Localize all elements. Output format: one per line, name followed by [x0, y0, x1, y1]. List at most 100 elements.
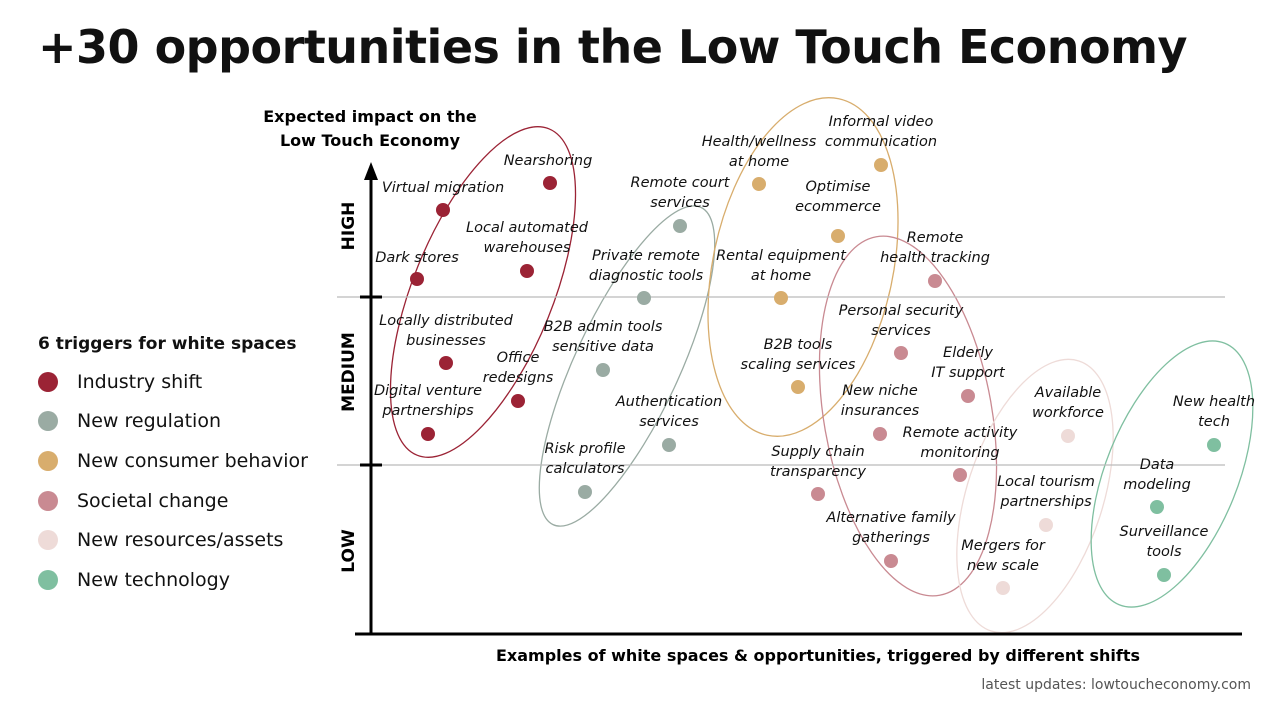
- data-point-mergers-for-new-scale: Mergers for new scale: [961, 538, 1046, 595]
- point-label: Optimise ecommerce: [795, 179, 881, 215]
- data-point-health-wellness-at-home: Health/wellness at home: [702, 134, 817, 191]
- point-marker: [961, 389, 975, 403]
- point-label: Personal security services: [839, 303, 964, 339]
- point-label: Rental equipment at home: [716, 248, 847, 284]
- point-marker: [662, 438, 676, 452]
- point-marker: [894, 346, 908, 360]
- point-marker: [831, 229, 845, 243]
- data-point-b2b-admin-tools-sensitive-data: B2B admin tools sensitive data: [544, 319, 663, 377]
- data-point-surveillance-tools: Surveillance tools: [1120, 524, 1209, 582]
- data-point-b2b-tools-scaling-services: B2B tools scaling services: [741, 337, 856, 394]
- cluster-outline-new-resources-assets: [956, 358, 1114, 634]
- point-marker: [511, 394, 525, 408]
- point-marker: [953, 468, 967, 482]
- data-point-new-niche-insurances: New niche insurances: [841, 383, 920, 441]
- point-label: Dark stores: [375, 250, 459, 266]
- page-title: +30 opportunities in the Low Touch Econo…: [38, 20, 1188, 74]
- point-label: Informal video communication: [825, 114, 937, 150]
- legend-item-societal-change: Societal change: [38, 481, 308, 521]
- point-label: Locally distributed businesses: [379, 313, 514, 349]
- point-marker: [578, 485, 592, 499]
- legend-label: Societal change: [77, 489, 229, 512]
- band-label-low: LOW: [339, 529, 359, 573]
- trigger-clusters: [389, 97, 1254, 634]
- data-point-available-workforce: Available workforce: [1032, 385, 1104, 443]
- point-marker: [673, 219, 687, 233]
- data-point-elderly-it-support: Elderly IT support: [931, 345, 1006, 403]
- point-marker: [1157, 568, 1171, 582]
- legend-label: New consumer behavior: [77, 449, 308, 472]
- point-marker: [873, 427, 887, 441]
- data-point-local-automated-warehouses: Local automated warehouses: [466, 220, 589, 278]
- legend-label: New resources/assets: [77, 529, 284, 552]
- point-label: Elderly IT support: [931, 345, 1006, 381]
- data-point-optimise-ecommerce: Optimise ecommerce: [795, 179, 881, 243]
- data-point-new-health-tech: New health tech: [1173, 394, 1255, 452]
- point-label: Digital venture partnerships: [374, 383, 482, 419]
- point-marker: [884, 554, 898, 568]
- cluster-outline-new-technology: [1090, 340, 1254, 608]
- point-marker: [1039, 518, 1053, 532]
- point-label: Private remote diagnostic tools: [589, 248, 704, 284]
- point-label: Nearshoring: [504, 153, 593, 169]
- point-label: Available workforce: [1032, 385, 1104, 421]
- data-point-supply-chain-transparency: Supply chain transparency: [770, 444, 866, 501]
- point-label: Risk profile calculators: [544, 441, 625, 477]
- data-point-remote-health-tracking: Remote health tracking: [880, 230, 990, 288]
- data-point-remote-court-services: Remote court services: [631, 175, 731, 233]
- point-marker: [996, 581, 1010, 595]
- data-point-nearshoring: Nearshoring: [504, 153, 593, 190]
- point-marker: [774, 291, 788, 305]
- data-point-risk-profile-calculators: Risk profile calculators: [544, 441, 626, 499]
- point-label: Remote court services: [631, 175, 731, 211]
- point-marker: [421, 427, 435, 441]
- point-marker: [874, 158, 888, 172]
- x-axis-label: Examples of white spaces & opportunities…: [496, 646, 1140, 665]
- point-label: Virtual migration: [382, 180, 504, 196]
- point-label: New niche insurances: [841, 383, 920, 419]
- band-label-medium: MEDIUM: [339, 332, 359, 412]
- point-label: Office redesigns: [483, 350, 554, 386]
- data-point-data-modeling: Data modeling: [1123, 457, 1191, 514]
- point-marker: [410, 272, 424, 286]
- point-marker: [752, 177, 766, 191]
- point-label: B2B tools scaling services: [741, 337, 856, 373]
- point-marker: [637, 291, 651, 305]
- legend-label: New regulation: [77, 410, 221, 433]
- legend-title: 6 triggers for white spaces: [38, 334, 297, 354]
- cluster-outline-societal-change: [818, 235, 998, 597]
- legend-label: Industry shift: [77, 370, 203, 393]
- data-point-office-redesigns: Office redesigns: [483, 350, 554, 408]
- point-marker: [596, 363, 610, 377]
- legend-item-new-resources-assets: New resources/assets: [38, 520, 308, 560]
- cluster-outline-new-consumer-behavior: [707, 97, 899, 437]
- point-label: Supply chain transparency: [770, 444, 866, 480]
- point-label: Alternative family gatherings: [825, 510, 956, 546]
- cluster-outline-industry-shift: [389, 126, 577, 458]
- point-label: Data modeling: [1123, 457, 1191, 493]
- y-axis-label-line2: Low Touch Economy: [280, 131, 461, 150]
- point-marker: [791, 380, 805, 394]
- point-label: Remote activity monitoring: [903, 425, 1018, 461]
- point-marker: [1150, 500, 1164, 514]
- legend-swatch: [38, 371, 58, 392]
- legend-swatch: [38, 530, 58, 551]
- legend-swatch: [38, 569, 58, 590]
- point-marker: [520, 264, 534, 278]
- legend: 6 triggers for white spaces Industry shi…: [38, 334, 308, 600]
- point-label: Mergers for new scale: [961, 538, 1046, 574]
- point-marker: [543, 176, 557, 190]
- data-point-authentication-services: Authentication services: [615, 394, 722, 452]
- data-point-private-remote-diagnostic-tools: Private remote diagnostic tools: [589, 248, 704, 305]
- data-point-informal-video-communication: Informal video communication: [825, 114, 937, 172]
- legend-item-industry-shift: Industry shift: [38, 362, 308, 402]
- data-point-rental-equipment-at-home: Rental equipment at home: [716, 248, 847, 305]
- point-label: Health/wellness at home: [702, 134, 817, 170]
- point-label: Local automated warehouses: [466, 220, 589, 256]
- point-marker: [811, 487, 825, 501]
- point-marker: [439, 356, 453, 370]
- data-point-virtual-migration: Virtual migration: [382, 180, 504, 217]
- y-axis-label-line1: Expected impact on the: [263, 107, 477, 126]
- data-point-dark-stores: Dark stores: [375, 250, 459, 286]
